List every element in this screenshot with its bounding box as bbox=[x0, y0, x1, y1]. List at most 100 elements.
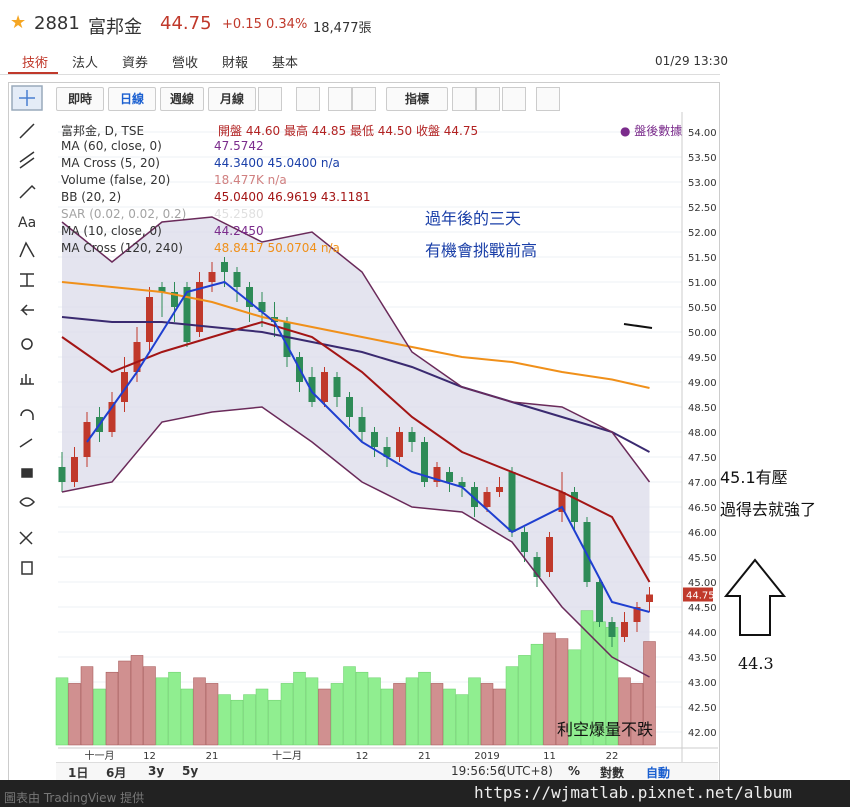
volume-bar bbox=[493, 688, 506, 746]
bottom-item[interactable]: 3y bbox=[148, 764, 165, 778]
indicator-line bbox=[61, 316, 650, 453]
candle-body bbox=[108, 402, 116, 432]
toolbar-button[interactable]: 月線 bbox=[208, 87, 256, 111]
bottom-item[interactable]: 5y bbox=[182, 764, 199, 778]
volume: 18,477張 bbox=[313, 21, 372, 36]
tab[interactable]: 技術 bbox=[22, 56, 49, 71]
indicator-line bbox=[86, 280, 650, 613]
volume-bar bbox=[518, 655, 531, 746]
x-tick-label: 十一月 bbox=[85, 749, 115, 762]
y-tick-label: 49.50 bbox=[688, 353, 717, 364]
indicator-line bbox=[61, 406, 650, 678]
volume-bar bbox=[468, 677, 481, 746]
candle-body bbox=[646, 594, 653, 602]
bottom-item[interactable]: 6月 bbox=[106, 766, 127, 780]
up-arrow bbox=[723, 558, 787, 636]
tab[interactable]: 財報 bbox=[222, 56, 249, 71]
bottom-item: 19:56:56 bbox=[451, 764, 505, 778]
candle-body bbox=[358, 417, 366, 432]
icon-button[interactable] bbox=[502, 87, 526, 111]
volume-bar bbox=[243, 694, 256, 746]
volume-bar bbox=[80, 666, 94, 746]
bollinger-fill bbox=[62, 217, 650, 677]
volume-bar bbox=[143, 666, 156, 746]
price-marker bbox=[683, 587, 713, 602]
candle-body bbox=[483, 492, 491, 507]
bottom-item: (UTC+8) bbox=[502, 764, 553, 778]
icon-button[interactable] bbox=[258, 87, 282, 111]
volume-bar bbox=[118, 660, 131, 746]
y-tick-label: 42.00 bbox=[688, 728, 717, 739]
y-tick-label: 44.00 bbox=[688, 628, 717, 639]
after-hours-label: 盤後數據 bbox=[634, 124, 683, 138]
bottom-item[interactable]: % bbox=[568, 764, 581, 778]
y-tick-label: 47.50 bbox=[688, 453, 717, 464]
tab[interactable]: 法人 bbox=[72, 56, 99, 71]
candle-body bbox=[258, 302, 266, 312]
volume-bar bbox=[355, 671, 369, 746]
price: 44.75 bbox=[160, 13, 212, 34]
candle-body bbox=[321, 372, 328, 402]
candle-body bbox=[633, 607, 641, 622]
volume-bar bbox=[343, 666, 356, 746]
toolbar-button[interactable]: 指標 bbox=[386, 87, 448, 111]
volume-bar bbox=[168, 671, 181, 746]
bottom-item[interactable]: 自動 bbox=[646, 766, 671, 780]
datetime: 01/29 13:30 bbox=[655, 54, 728, 68]
volume-bar bbox=[255, 688, 269, 746]
y-tick-label: 50.50 bbox=[688, 303, 717, 314]
y-tick-label: 46.00 bbox=[688, 528, 717, 539]
star[interactable]: ★ bbox=[10, 12, 27, 33]
icon-button[interactable] bbox=[536, 87, 560, 111]
bottom-item[interactable]: 1日 bbox=[68, 766, 89, 780]
toolbar-button[interactable]: 日線 bbox=[108, 87, 156, 111]
drawing-stroke bbox=[623, 323, 653, 329]
candle-body bbox=[196, 282, 203, 332]
volume-bar bbox=[105, 671, 119, 746]
toolbar-button[interactable]: 週線 bbox=[160, 87, 204, 111]
y-tick-label: 53.00 bbox=[688, 178, 717, 189]
volume-bar bbox=[268, 699, 281, 746]
y-tick-label: 52.50 bbox=[688, 203, 717, 214]
legend-values: 44.3400 45.0400 n/a bbox=[214, 156, 340, 170]
legend-name: SAR (0.02, 0.02, 0.2) bbox=[61, 207, 187, 221]
candle-body bbox=[596, 582, 603, 622]
after-hours[interactable]: ● 盤後數據 bbox=[620, 124, 683, 138]
indicator-line bbox=[61, 320, 651, 583]
tab[interactable]: 資券 bbox=[122, 56, 149, 71]
bottom-item[interactable]: 對數 bbox=[600, 766, 625, 780]
candle-body bbox=[58, 467, 66, 482]
legend-name: MA Cross (5, 20) bbox=[61, 156, 160, 170]
volume-bar bbox=[393, 683, 406, 746]
y-tick-label: 51.50 bbox=[688, 253, 717, 264]
tab[interactable]: 營收 bbox=[172, 56, 199, 71]
icon-button[interactable] bbox=[296, 87, 320, 111]
y-tick-label: 51.00 bbox=[688, 278, 717, 289]
legend-name: MA (60, close, 0) bbox=[61, 139, 162, 153]
volume-bar bbox=[505, 666, 519, 746]
volume-bar bbox=[480, 683, 494, 746]
icon-button[interactable] bbox=[452, 87, 476, 111]
candle-body bbox=[233, 272, 241, 287]
candle-body bbox=[533, 557, 541, 577]
volume-bar bbox=[155, 677, 169, 746]
legend-name: Volume (false, 20) bbox=[61, 173, 171, 187]
volume-bar bbox=[630, 683, 644, 746]
x-tick-label: 12 bbox=[356, 751, 369, 762]
volume-bar bbox=[405, 677, 419, 746]
tab[interactable]: 基本 bbox=[272, 56, 299, 71]
candle-body bbox=[283, 322, 291, 357]
volume-bar bbox=[455, 694, 469, 746]
left-tools: Aa bbox=[11, 85, 43, 575]
indicator-line bbox=[61, 281, 650, 389]
icon-button[interactable] bbox=[328, 87, 352, 111]
y-tick-label: 42.50 bbox=[688, 703, 717, 714]
icon-button[interactable] bbox=[476, 87, 500, 111]
toolbar-button[interactable]: 即時 bbox=[56, 87, 104, 111]
volume-bar bbox=[130, 655, 144, 746]
icon-button[interactable] bbox=[352, 87, 376, 111]
volume-bar bbox=[555, 638, 569, 746]
indicator-line bbox=[61, 216, 651, 483]
candle-body bbox=[146, 297, 153, 342]
